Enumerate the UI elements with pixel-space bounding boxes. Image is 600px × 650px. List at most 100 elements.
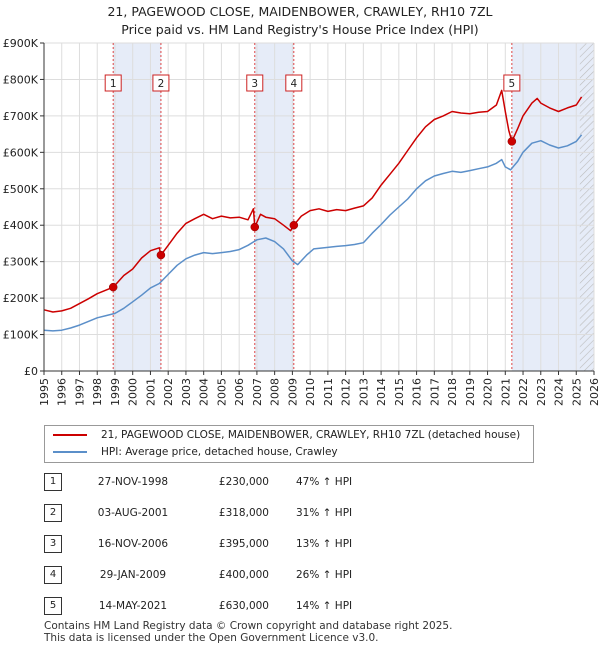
sale-marker-box: [503, 74, 521, 92]
x-tick-label: 2015: [393, 378, 406, 406]
sale-number-badge: 2: [44, 504, 62, 522]
sale-marker-label: 3: [251, 78, 258, 90]
projection-hatch: [579, 43, 594, 371]
table-row: 1 27-NOV-1998 £230,000 47% ↑ HPI: [44, 472, 464, 492]
y-tick-label: £200K: [3, 292, 39, 305]
x-tick-label: 2011: [322, 378, 335, 406]
sale-point: [156, 250, 166, 260]
x-tick-label: 2020: [482, 378, 495, 406]
sale-hpi-change: 47% ↑ HPI: [296, 476, 353, 488]
x-tick-label: 1997: [73, 378, 86, 406]
sale-price: £395,000: [218, 538, 269, 550]
sale-hpi-change: 26% ↑ HPI: [296, 569, 353, 581]
legend-swatch-property: [53, 434, 87, 436]
x-tick-label: 1998: [91, 378, 104, 406]
sale-date: 14-MAY-2021: [98, 600, 168, 612]
legend-item-hpi: HPI: Average price, detached house, Craw…: [53, 443, 338, 461]
y-tick-label: £700K: [3, 110, 39, 123]
sale-hpi-change: 13% ↑ HPI: [296, 538, 353, 550]
sale-price: £318,000: [218, 507, 269, 519]
x-tick-label: 2026: [588, 378, 600, 406]
chart-title: 21, PAGEWOOD CLOSE, MAIDENBOWER, CRAWLEY…: [107, 4, 493, 19]
sale-marker-label: 1: [110, 78, 117, 90]
x-tick-label: 2000: [127, 378, 140, 406]
sale-date: 27-NOV-1998: [97, 476, 169, 488]
y-tick-label: £600K: [3, 146, 39, 159]
y-tick-label: £100K: [3, 329, 39, 342]
sale-number-badge: 3: [44, 535, 62, 553]
x-tick-label: 2007: [251, 378, 264, 406]
legend-item-property: 21, PAGEWOOD CLOSE, MAIDENBOWER, CRAWLEY…: [53, 426, 520, 444]
price-chart: 1 2 3 4 5 £0 £100K £200K £300K £400K £500K £600K £7…: [3, 37, 600, 406]
x-tick-label: 2001: [144, 378, 157, 406]
x-tick-label: 2021: [499, 378, 512, 406]
x-tick-label: 2003: [180, 378, 193, 406]
x-tick-label: 2019: [464, 378, 477, 406]
sale-marker-box: [104, 74, 122, 92]
x-tick-label: 2012: [340, 378, 353, 406]
y-tick-label: £900K: [3, 37, 39, 50]
sale-marker-label: 4: [290, 78, 297, 90]
sale-marker-label: 5: [509, 78, 516, 90]
x-tick-label: 2008: [269, 378, 282, 406]
sale-date: 29-JAN-2009: [99, 569, 167, 581]
sale-number-badge: 1: [44, 473, 62, 491]
sale-price: £400,000: [218, 569, 269, 581]
y-tick-label: £0: [24, 365, 38, 378]
sale-point: [507, 137, 517, 146]
footer-licence: This data is licensed under the Open Gov…: [44, 632, 379, 644]
y-tick-label: £400K: [3, 219, 39, 232]
property-price-line: [43, 89, 583, 313]
x-tick-label: 2025: [570, 378, 583, 406]
table-row: 3 16-NOV-2006 £395,000 13% ↑ HPI: [44, 534, 464, 554]
sale-number-badge: 4: [44, 566, 62, 584]
hpi-line: [43, 134, 583, 332]
x-tick-label: 2024: [553, 378, 566, 406]
sale-price: £230,000: [218, 476, 269, 488]
x-tick-label: 2018: [446, 378, 459, 406]
sale-hpi-change: 14% ↑ HPI: [296, 600, 353, 612]
x-tick-label: 2013: [357, 378, 370, 406]
table-row: 5 14-MAY-2021 £630,000 14% ↑ HPI: [44, 596, 464, 616]
x-tick-label: 2016: [411, 378, 424, 406]
x-tick-label: 2014: [375, 378, 388, 406]
sale-number-badge: 5: [44, 597, 62, 615]
y-tick-label: £800K: [3, 73, 39, 86]
table-row: 4 29-JAN-2009 £400,000 26% ↑ HPI: [44, 565, 464, 585]
x-tick-label: 2017: [428, 378, 441, 406]
sale-date: 16-NOV-2006: [97, 538, 169, 550]
legend-label-property: 21, PAGEWOOD CLOSE, MAIDENBOWER, CRAWLEY…: [101, 429, 521, 441]
x-tick-label: 1996: [56, 378, 69, 406]
sale-price: £630,000: [218, 600, 269, 612]
x-tick-label: 2002: [162, 378, 175, 406]
x-tick-label: 2022: [517, 378, 530, 406]
sale-hpi-change: 31% ↑ HPI: [296, 507, 353, 519]
sale-point: [250, 222, 260, 232]
x-tick-label: 2009: [286, 378, 299, 406]
x-tick-label: 2023: [535, 378, 548, 406]
x-tick-label: 1999: [109, 378, 122, 406]
footer: Contains HM Land Registry data © Crown c…: [44, 620, 452, 644]
sale-point: [108, 282, 118, 292]
table-row: 2 03-AUG-2001 £318,000 31% ↑ HPI: [44, 503, 464, 523]
footer-copyright: Contains HM Land Registry data © Crown c…: [44, 620, 453, 632]
x-tick-label: 2006: [233, 378, 246, 406]
x-tick-label: 2004: [198, 378, 211, 406]
legend-label-hpi: HPI: Average price, detached house, Craw…: [101, 446, 338, 458]
x-tick-label: 1995: [38, 378, 51, 406]
sale-marker-box: [152, 74, 170, 92]
sale-marker-label: 2: [158, 78, 165, 90]
chart-subtitle: Price paid vs. HM Land Registry's House …: [121, 22, 479, 37]
sale-point: [289, 220, 299, 230]
legend-swatch-hpi: [53, 451, 87, 453]
x-tick-label: 2005: [215, 378, 228, 406]
y-tick-label: £300K: [3, 256, 39, 269]
legend: 21, PAGEWOOD CLOSE, MAIDENBOWER, CRAWLEY…: [44, 425, 534, 463]
sale-date: 03-AUG-2001: [97, 507, 169, 519]
sale-marker-box: [246, 74, 264, 92]
x-tick-label: 2010: [304, 378, 317, 406]
chart-title-block: 21, PAGEWOOD CLOSE, MAIDENBOWER, CRAWLEY…: [0, 3, 600, 39]
shaded-period: [113, 43, 162, 371]
y-tick-label: £500K: [3, 183, 39, 196]
sale-marker-box: [285, 74, 303, 92]
